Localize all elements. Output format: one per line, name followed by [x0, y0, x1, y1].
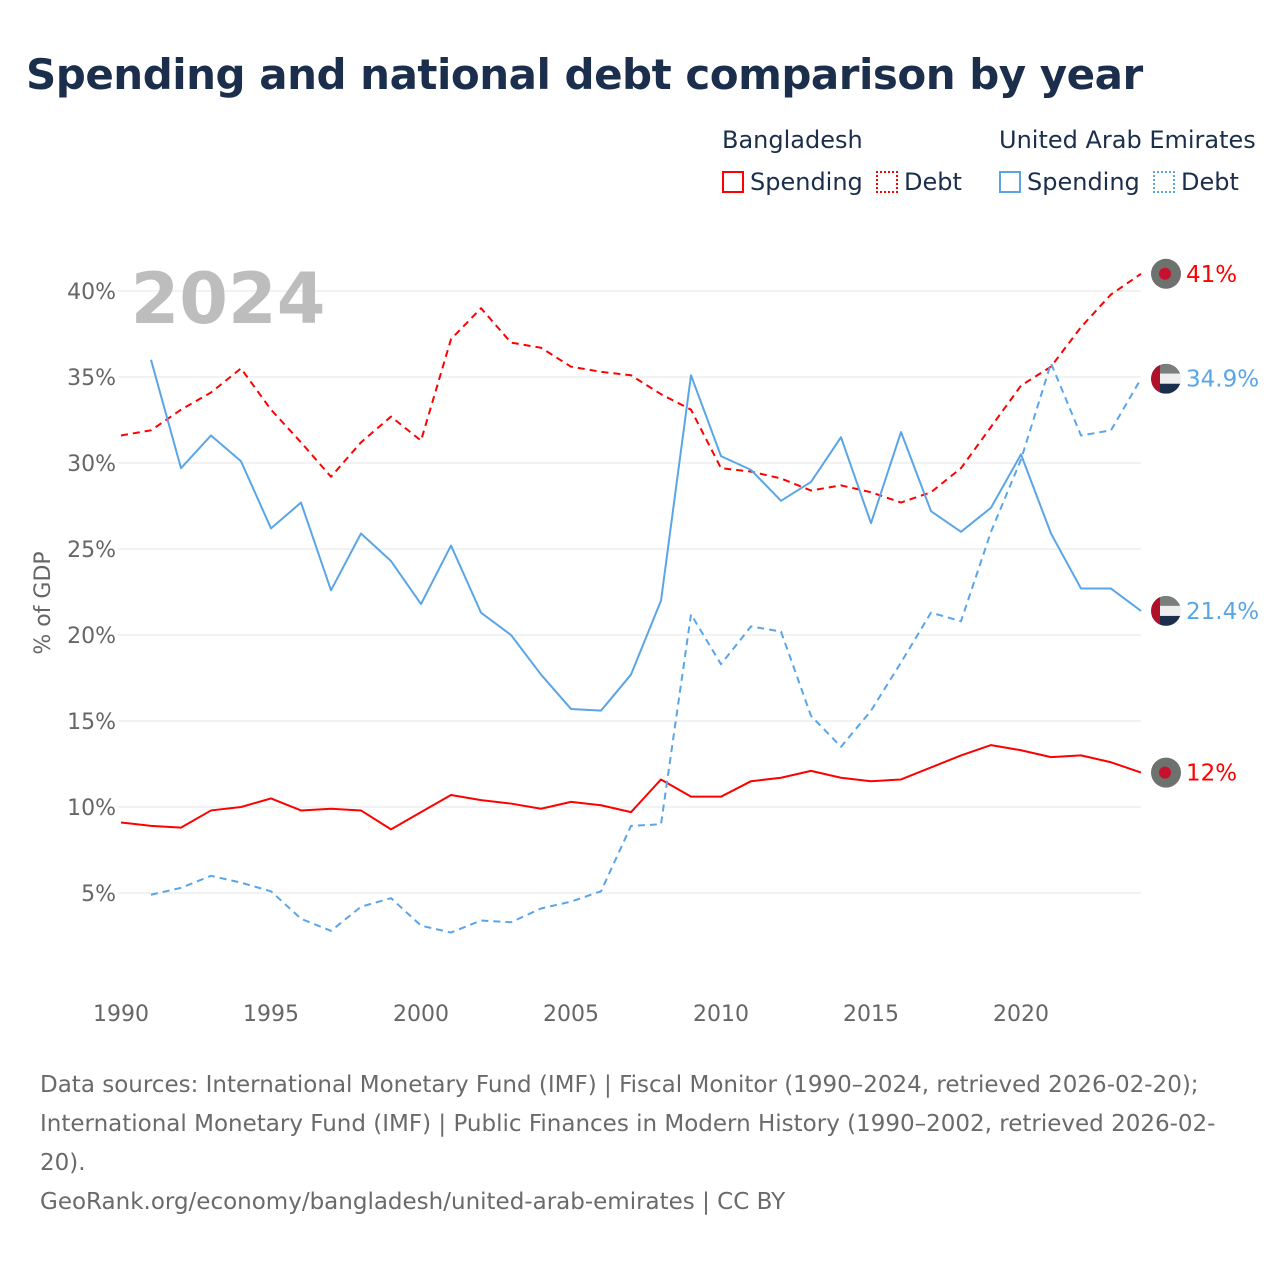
y-tick-label: 20% [67, 624, 116, 649]
dotted-swatch-icon [876, 171, 898, 193]
y-axis-label: % of GDP [31, 551, 56, 654]
x-tick-label: 1995 [243, 1002, 299, 1027]
data-sources: Data sources: International Monetary Fun… [40, 1072, 1216, 1176]
legend-label: Debt [1181, 168, 1239, 196]
series-line-united-arab-emirates-debt [150, 362, 1142, 934]
y-tick-label: 5% [81, 882, 116, 907]
legend-bd-spending[interactable]: Spending [722, 168, 863, 196]
end-value-label: 12% [1186, 761, 1237, 787]
x-tick-label: 2000 [393, 1002, 449, 1027]
y-tick-label: 35% [67, 366, 116, 391]
uae-flag-icon [1151, 595, 1181, 626]
y-tick-label: 15% [67, 710, 116, 735]
y-tick-label: 30% [67, 452, 116, 477]
y-tick-label: 40% [67, 280, 116, 305]
end-value-label: 41% [1186, 262, 1237, 288]
legend-label: Spending [1027, 168, 1140, 196]
legend-bd-debt[interactable]: Debt [876, 168, 962, 196]
legend-label: Spending [750, 168, 863, 196]
solid-swatch-icon [722, 171, 744, 193]
bangladesh-flag-icon [1151, 757, 1181, 788]
series-line-bangladesh-spending [120, 744, 1142, 831]
source-link[interactable]: GeoRank.org/economy/bangladesh/united-ar… [40, 1189, 786, 1215]
legend-label: Debt [904, 168, 962, 196]
uae-flag-icon [1151, 363, 1181, 394]
year-watermark: 2024 [131, 258, 326, 340]
x-tick-label: 2015 [843, 1002, 899, 1027]
legend-group-bangladesh: Bangladesh [722, 126, 863, 154]
series-line-bangladesh-debt [120, 272, 1142, 504]
legend-group-uae: United Arab Emirates [999, 126, 1256, 154]
x-tick-label: 2005 [543, 1002, 599, 1027]
y-tick-label: 10% [67, 796, 116, 821]
end-value-label: 34.9% [1186, 367, 1259, 393]
y-tick-label: 25% [67, 538, 116, 563]
chart-title: Spending and national debt comparison by… [26, 50, 1143, 99]
plot-area: 5% 10% 15% 20% 25% 30% 35% 40% 1990 1995 2000 2005 2… [31, 258, 1259, 1027]
series-line-united-arab-emirates-spending [150, 359, 1142, 712]
legend-uae-spending[interactable]: Spending [999, 168, 1140, 196]
bangladesh-flag-icon [1151, 258, 1181, 289]
solid-swatch-icon [999, 171, 1021, 193]
x-tick-label: 2010 [693, 1002, 749, 1027]
x-tick-label: 1990 [93, 1002, 149, 1027]
footer: Data sources: International Monetary Fun… [40, 1066, 1240, 1222]
end-value-label: 21.4% [1186, 599, 1259, 625]
legend-uae-debt[interactable]: Debt [1153, 168, 1239, 196]
x-tick-label: 2020 [993, 1002, 1049, 1027]
dotted-swatch-icon [1153, 171, 1175, 193]
